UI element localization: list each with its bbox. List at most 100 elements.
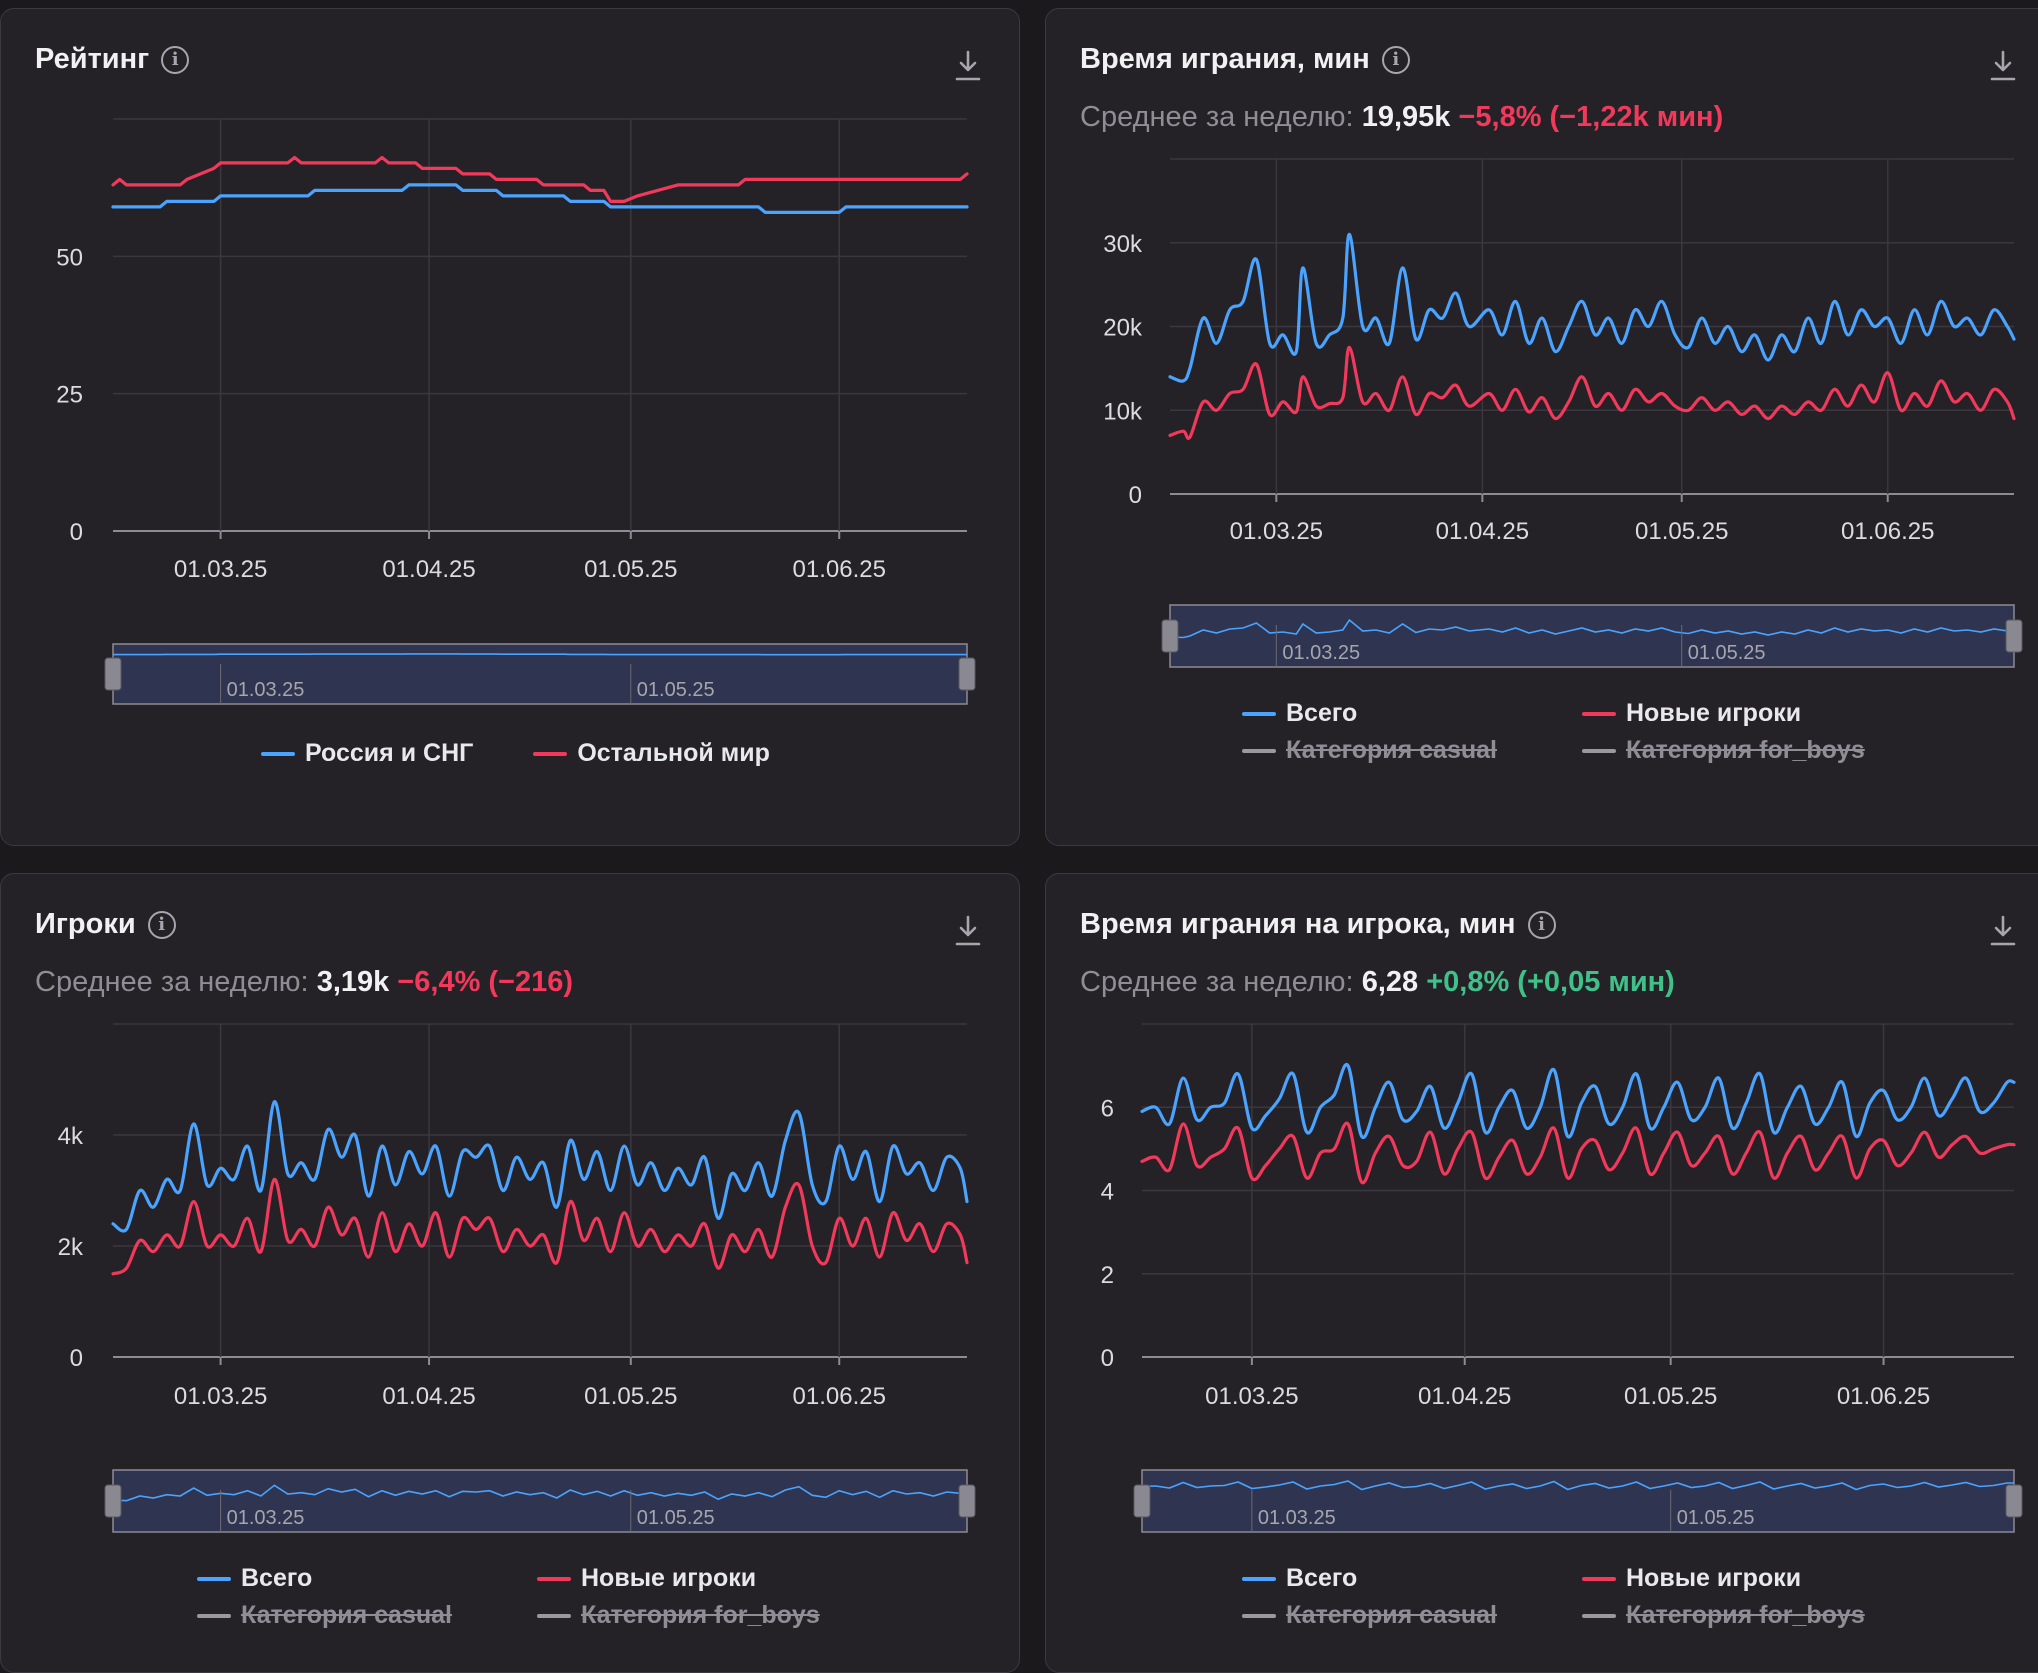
series-line bbox=[1140, 1062, 2016, 1140]
y-tick-label: 2k bbox=[58, 1234, 84, 1261]
info-icon[interactable]: i bbox=[1381, 45, 1410, 74]
legend-item[interactable]: Категория for_boys bbox=[1582, 1601, 1865, 1630]
chart-legend: Всего Новые игроки Категория casual Категор… bbox=[1242, 699, 1865, 765]
navigator-handle-left bbox=[1133, 1484, 1151, 1518]
legend-label: Остальной мир bbox=[577, 739, 770, 767]
chart-legend: Всего Новые игроки Категория casual Категор… bbox=[1242, 1564, 1865, 1630]
legend-label: Новые игроки bbox=[1626, 699, 1802, 727]
legend-item[interactable]: Категория casual bbox=[1242, 1601, 1522, 1630]
legend-item[interactable]: Россия и СНГ bbox=[261, 739, 473, 768]
x-tick-label: 01.03.25 bbox=[174, 1383, 267, 1410]
navigator-tick-label: 01.05.25 bbox=[1677, 1507, 1755, 1529]
chart-legend: Россия и СНГ Остальной мир bbox=[261, 739, 770, 768]
weekly-average: Среднее за неделю: 6,28 +0,8% (+0,05 мин… bbox=[1080, 966, 1675, 999]
legend-label: Категория for_boys bbox=[1626, 1601, 1865, 1629]
legend-label: Категория for_boys bbox=[1626, 736, 1865, 764]
stat-delta: −5,8% (−1,22k мин) bbox=[1458, 101, 1724, 133]
navigator-tick-label: 01.03.25 bbox=[1258, 1507, 1336, 1529]
download-icon[interactable] bbox=[953, 914, 983, 948]
series-line bbox=[111, 1177, 969, 1276]
legend-item[interactable]: Новые игроки bbox=[1582, 699, 1865, 728]
playtime-per-player-card: Время играния на игрока, мин i Среднее з… bbox=[1045, 873, 2038, 1673]
series-line bbox=[1168, 345, 2016, 440]
rating-chart[interactable]: 0 25 50 01.03.25 01.04.25 01.05.25 01.06.25 01.… bbox=[1, 9, 1020, 846]
x-tick-label: 01.03.25 bbox=[1205, 1383, 1298, 1410]
legend-item[interactable]: Всего bbox=[197, 1564, 477, 1593]
info-icon[interactable]: i bbox=[1527, 910, 1556, 939]
series-line bbox=[111, 155, 969, 203]
legend-swatch bbox=[1242, 1576, 1276, 1581]
legend-item[interactable]: Остальной мир bbox=[533, 739, 770, 768]
download-icon[interactable] bbox=[1988, 49, 2018, 83]
stat-label: Среднее за неделю: bbox=[1080, 966, 1354, 998]
weekly-average: Среднее за неделю: 19,95k −5,8% (−1,22k … bbox=[1080, 101, 1723, 134]
legend-item[interactable]: Новые игроки bbox=[1582, 1564, 1865, 1593]
y-tick-label: 4 bbox=[1101, 1179, 1114, 1206]
legend-item[interactable]: Категория for_boys bbox=[537, 1601, 820, 1630]
legend-swatch bbox=[1582, 711, 1616, 716]
series-line bbox=[111, 183, 969, 214]
legend-swatch bbox=[197, 1613, 231, 1618]
legend-label: Новые игроки bbox=[581, 1564, 757, 1592]
navigator-series bbox=[113, 653, 967, 656]
y-tick-label: 30k bbox=[1103, 231, 1143, 258]
y-tick-label: 4k bbox=[58, 1123, 84, 1150]
y-tick-label: 50 bbox=[56, 244, 83, 271]
stat-value: 6,28 bbox=[1361, 966, 1419, 998]
y-tick-label: 2 bbox=[1101, 1262, 1114, 1289]
legend-label: Категория for_boys bbox=[581, 1601, 820, 1629]
playtime-chart[interactable]: 0 10k 20k 30k 01.03.25 01.04.25 01.05.25 01.06.… bbox=[1046, 9, 2038, 846]
y-tick-label: 0 bbox=[70, 1345, 83, 1372]
x-tick-label: 01.03.25 bbox=[1230, 518, 1323, 545]
x-tick-label: 01.04.25 bbox=[382, 1383, 475, 1410]
navigator-handle-right bbox=[958, 1484, 976, 1518]
players-chart[interactable]: 0 2k 4k 01.03.25 01.04.25 01.05.25 01.06.25 01.… bbox=[1, 874, 1020, 1673]
x-tick-label: 01.06.25 bbox=[793, 1383, 886, 1410]
y-tick-label: 6 bbox=[1101, 1095, 1114, 1122]
legend-swatch bbox=[1242, 711, 1276, 716]
playtime-card: Время играния, мин i Среднее за неделю: … bbox=[1045, 8, 2038, 846]
legend-item[interactable]: Категория casual bbox=[1242, 736, 1522, 765]
card-title: Рейтинг bbox=[35, 43, 150, 75]
download-icon[interactable] bbox=[953, 49, 983, 83]
card-title: Игроки bbox=[35, 908, 136, 940]
info-icon[interactable]: i bbox=[161, 45, 190, 74]
range-navigator bbox=[1141, 1469, 2015, 1533]
card-title: Время играния на игрока, мин bbox=[1080, 908, 1516, 940]
playtime-per-player-chart[interactable]: 0 2 4 6 01.03.25 01.04.25 01.05.25 01.06.25 01.0… bbox=[1046, 874, 2038, 1673]
legend-label: Всего bbox=[1286, 1564, 1358, 1592]
legend-label: Всего bbox=[1286, 699, 1358, 727]
legend-item[interactable]: Категория casual bbox=[197, 1601, 477, 1630]
legend-item[interactable]: Всего bbox=[1242, 699, 1522, 728]
legend-label: Категория casual bbox=[1286, 1601, 1497, 1629]
x-tick-label: 01.04.25 bbox=[1418, 1383, 1511, 1410]
legend-item[interactable]: Всего bbox=[1242, 1564, 1522, 1593]
y-tick-label: 0 bbox=[1129, 482, 1142, 509]
legend-swatch bbox=[1582, 1576, 1616, 1581]
legend-item[interactable]: Новые игроки bbox=[537, 1564, 820, 1593]
navigator-handle-left bbox=[104, 1484, 122, 1518]
stat-value: 3,19k bbox=[316, 966, 390, 998]
download-icon[interactable] bbox=[1988, 914, 2018, 948]
weekly-average: Среднее за неделю: 3,19k −6,4% (−216) bbox=[35, 966, 573, 999]
navigator-handle-right bbox=[2005, 619, 2023, 653]
stat-label: Среднее за неделю: bbox=[35, 966, 309, 998]
card-title: Время играния, мин bbox=[1080, 43, 1370, 75]
legend-item[interactable]: Категория for_boys bbox=[1582, 736, 1865, 765]
x-tick-label: 01.04.25 bbox=[382, 556, 475, 583]
legend-swatch bbox=[1582, 748, 1616, 753]
range-navigator bbox=[1169, 604, 2015, 668]
x-tick-label: 01.05.25 bbox=[1635, 518, 1728, 545]
legend-swatch bbox=[1582, 1613, 1616, 1618]
legend-label: Всего bbox=[241, 1564, 313, 1592]
stat-delta: −6,4% (−216) bbox=[397, 966, 574, 998]
navigator-tick-label: 01.03.25 bbox=[227, 679, 305, 701]
legend-swatch bbox=[1242, 748, 1276, 753]
legend-label: Категория casual bbox=[1286, 736, 1497, 764]
legend-label: Новые игроки bbox=[1626, 1564, 1802, 1592]
x-tick-label: 01.05.25 bbox=[584, 1383, 677, 1410]
x-tick-label: 01.05.25 bbox=[584, 556, 677, 583]
series-line bbox=[1168, 232, 2016, 383]
info-icon[interactable]: i bbox=[147, 910, 176, 939]
x-tick-label: 01.06.25 bbox=[1837, 1383, 1930, 1410]
